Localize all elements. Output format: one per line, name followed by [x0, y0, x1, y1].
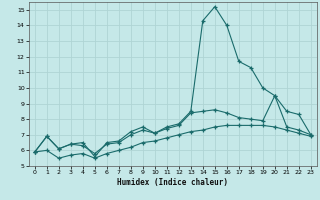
X-axis label: Humidex (Indice chaleur): Humidex (Indice chaleur): [117, 178, 228, 187]
